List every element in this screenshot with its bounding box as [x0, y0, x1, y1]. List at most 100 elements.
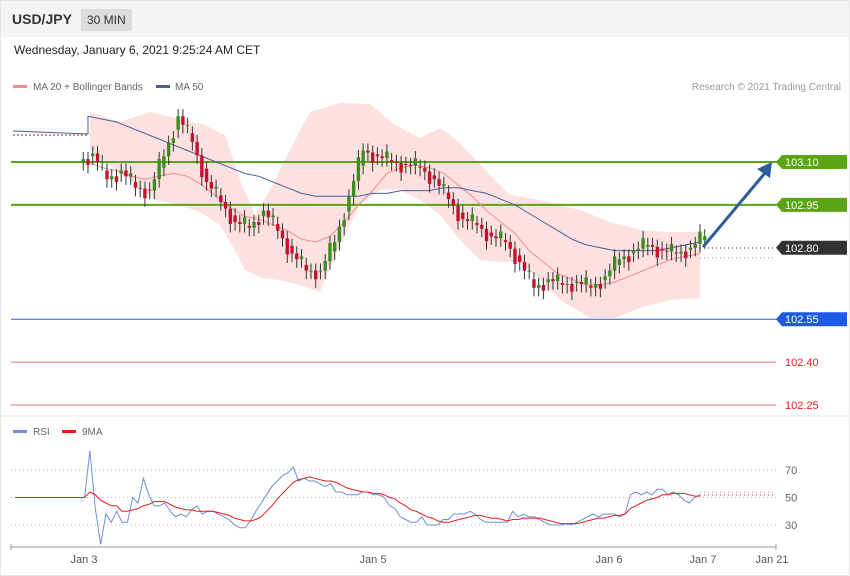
candle-body: [328, 243, 332, 262]
candle-body: [110, 176, 114, 180]
candle-body: [299, 256, 304, 260]
level-tag-text-102.55: 102.55: [785, 314, 819, 326]
candle-body: [228, 208, 233, 224]
ma20-line: [87, 161, 701, 286]
candle-body: [285, 238, 289, 255]
candle-body: [484, 228, 489, 242]
candle-body: [100, 162, 104, 163]
candle-body: [636, 248, 641, 251]
candle-body: [290, 245, 294, 254]
candle-body: [650, 244, 655, 247]
candle-body: [608, 270, 612, 277]
level-tag-102.95: [776, 197, 847, 212]
ma20-legend-label: MA 20 + Bollinger Bands: [33, 82, 143, 93]
candle-body: [138, 187, 142, 189]
candle-body: [366, 150, 370, 153]
candle-body: [233, 215, 237, 223]
candle-body: [195, 141, 199, 156]
candle-body: [665, 250, 669, 252]
level-tag-text-102.80: 102.80: [785, 243, 819, 255]
candle-body: [451, 199, 456, 206]
candle-body: [684, 251, 688, 259]
candle-body: [394, 162, 399, 163]
candle-body: [257, 222, 261, 225]
candle-body: [698, 231, 702, 244]
candle-body: [475, 222, 479, 225]
candle-body: [176, 116, 180, 130]
candle-body: [408, 164, 413, 166]
candle-body: [143, 188, 147, 199]
candle-body: [119, 170, 123, 174]
candle-body: [128, 173, 133, 177]
candle-body: [631, 250, 636, 254]
x-axis-labels: Jan 3 Jan 5 Jan 6 Jan 7 Jan 21: [71, 554, 789, 566]
candle-body: [91, 153, 95, 157]
candle-body: [674, 252, 678, 254]
ma50-legend-label: MA 50: [175, 82, 204, 93]
candle-body: [584, 277, 588, 284]
candle-body: [185, 124, 190, 126]
candle-body: [546, 279, 550, 283]
candle-body: [389, 160, 394, 162]
candle-body: [432, 175, 437, 180]
credit-text: Research © 2021 Trading Central: [692, 82, 841, 93]
rsi-tick-50: 50: [785, 493, 797, 505]
candle-body: [508, 242, 512, 249]
candle-body: [404, 163, 408, 165]
candle-body: [181, 116, 185, 125]
candle-body: [442, 183, 446, 186]
candle-body: [247, 225, 252, 228]
candle-body: [470, 214, 474, 222]
rsi-tick-70: 70: [785, 465, 797, 477]
candle-body: [693, 243, 697, 248]
candle-body: [655, 246, 660, 258]
candle-body: [266, 210, 270, 218]
candle-body: [660, 248, 664, 251]
bollinger-band: [90, 103, 700, 318]
timestamp: Wednesday, January 6, 2021 9:25:24 AM CE…: [14, 43, 261, 57]
candle-body: [641, 238, 645, 249]
candle-body: [295, 253, 299, 260]
candle-body: [598, 283, 603, 289]
candle-body: [276, 223, 280, 231]
candle-body: [280, 230, 285, 239]
candle-body: [522, 262, 527, 271]
candle-body: [242, 217, 247, 224]
ma50-legend-swatch: [156, 85, 170, 88]
candle-body: [551, 279, 555, 282]
timeframe-badge[interactable]: 30 MIN: [81, 9, 132, 31]
level-tag-102.80: [776, 240, 847, 255]
candle-body: [95, 153, 100, 162]
candle-body: [219, 195, 223, 203]
candle-body: [513, 248, 517, 264]
ma50-line: [12, 115, 701, 252]
candle-body: [200, 155, 204, 178]
candle-body: [261, 210, 266, 217]
candle-body: [314, 270, 318, 280]
x-tick-label: Jan 7: [690, 554, 717, 566]
candle-body: [555, 274, 560, 282]
level-lines: [11, 161, 778, 406]
level-tag-103.10: [776, 155, 847, 169]
candle-body: [612, 256, 617, 271]
level-tag-text-102.95: 102.95: [785, 200, 819, 212]
candle-body: [190, 133, 195, 142]
candle-body: [252, 222, 256, 228]
ma20-legend-swatch: [13, 85, 27, 88]
candle-body: [152, 179, 157, 191]
rsi-line: [15, 450, 701, 545]
x-tick-label: Jan 21: [755, 554, 788, 566]
candle-body: [147, 189, 152, 191]
candle-body: [503, 240, 508, 243]
candle-body: [679, 251, 683, 254]
title-bar: USD/JPY 30 MIN: [1, 1, 849, 37]
candle-body: [342, 220, 346, 227]
candle-body: [385, 151, 389, 159]
rsi-gridlines: 70 50 30: [11, 465, 797, 532]
candle-body: [461, 212, 465, 220]
level-tag-text-103.10: 103.10: [785, 157, 819, 169]
candle-body: [560, 283, 565, 285]
candle-body: [332, 242, 337, 252]
candle-body: [318, 270, 323, 272]
